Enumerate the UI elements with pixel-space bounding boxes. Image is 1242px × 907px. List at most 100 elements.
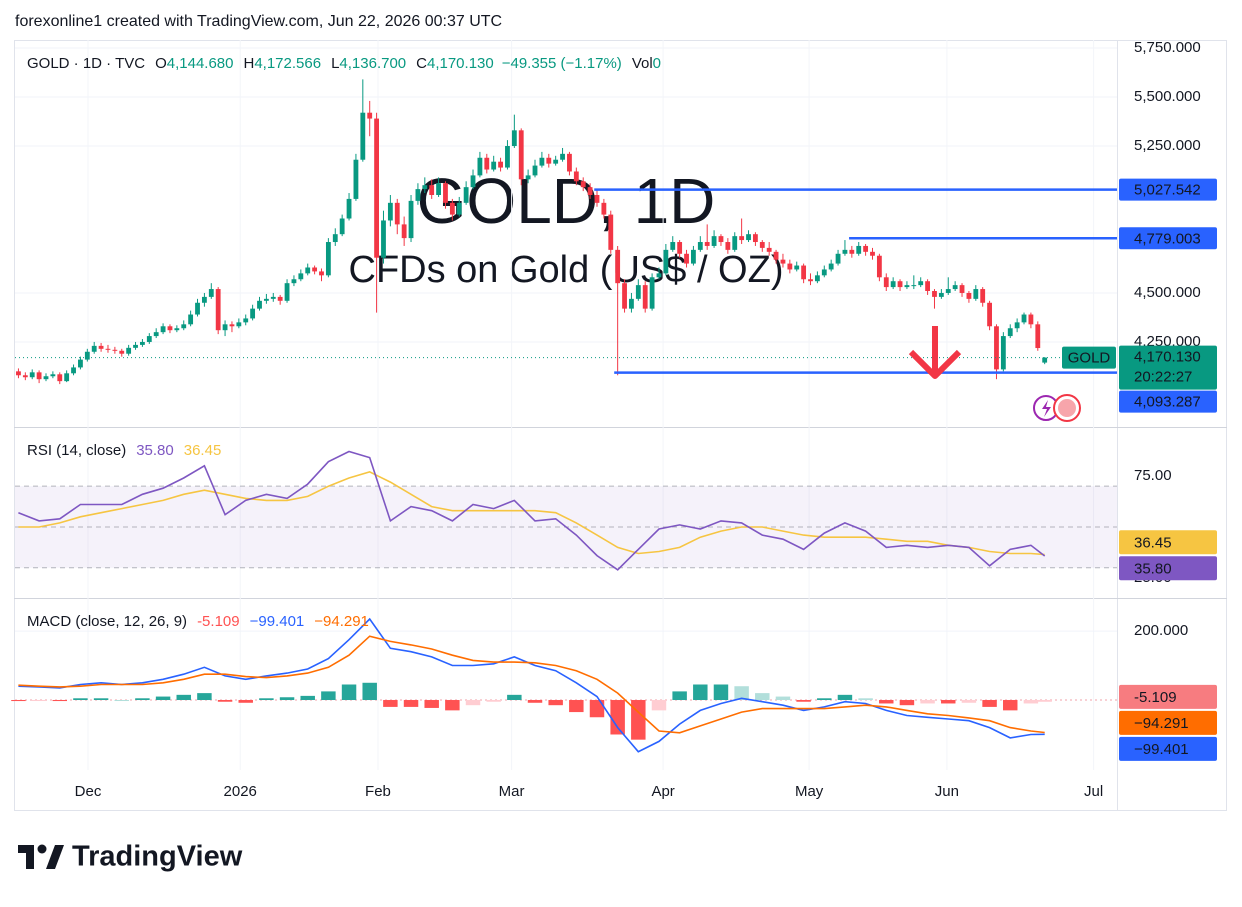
candle-body <box>539 157 545 166</box>
candle-body <box>752 234 758 243</box>
legend-title: MACD (close, 12, 26, 9) <box>27 613 187 630</box>
candle-body <box>208 289 214 297</box>
candle-body <box>704 242 710 246</box>
level-tag: 4,779.003 <box>1134 230 1201 247</box>
candle-body <box>422 185 428 190</box>
legend-key: O <box>155 55 167 72</box>
histogram-bar <box>31 700 47 702</box>
candle-body <box>876 255 882 278</box>
histogram-bar <box>775 696 791 701</box>
candle-body <box>346 198 352 219</box>
value-tag-bg <box>1119 736 1217 761</box>
last-price-tag: 4,170.130 <box>1134 349 1201 366</box>
histogram-bar <box>858 698 873 701</box>
candle-body <box>491 161 497 170</box>
legend-title: RSI (14, close) <box>27 442 126 459</box>
candle-body <box>312 267 318 272</box>
candle-body <box>201 296 207 303</box>
candle-body <box>656 273 662 278</box>
histogram-bar <box>465 700 481 706</box>
y-tick-label: 75.00 <box>1134 467 1172 484</box>
histogram-bar <box>796 700 811 702</box>
legend-value: −94.291 <box>314 613 369 630</box>
histogram-bar <box>114 700 129 702</box>
x-tick-label: Mar <box>499 783 525 800</box>
candle-body <box>174 328 180 331</box>
candle-body <box>594 194 600 203</box>
histogram-bar <box>672 691 687 701</box>
plot-layer <box>11 79 1117 753</box>
value-tag: −94.291 <box>1134 715 1189 732</box>
candle-body <box>291 279 297 284</box>
level-tag-bg <box>1119 390 1217 413</box>
candle-body <box>746 234 751 241</box>
candle-body <box>222 324 228 331</box>
candle-body <box>1007 328 1013 337</box>
last-price-tag-bg <box>1119 345 1217 390</box>
candle-body <box>863 245 869 252</box>
histogram-bar <box>755 693 770 701</box>
candle-body <box>91 345 97 352</box>
candle-body <box>904 285 910 288</box>
indicator-line <box>18 617 1045 753</box>
candle-body <box>325 242 331 276</box>
candle-body <box>518 130 524 180</box>
candle-body <box>553 159 559 164</box>
candle-body <box>959 285 965 293</box>
indicator-line <box>18 450 1046 571</box>
candle-body <box>1000 336 1006 370</box>
candle-body <box>828 263 834 270</box>
candle-body <box>257 300 262 309</box>
candle-body <box>387 202 393 221</box>
candle-body <box>622 283 627 309</box>
histogram-bar <box>610 700 625 735</box>
candle-body <box>374 118 380 258</box>
candle-body <box>270 296 276 299</box>
candle-body <box>629 298 634 309</box>
candle-body <box>677 242 683 254</box>
legend-value: 36.45 <box>184 442 222 459</box>
candle-body <box>505 146 510 168</box>
legend-value: 4,136.700 <box>339 55 406 72</box>
legend-key: Vol <box>632 55 653 72</box>
candle-body <box>718 236 724 243</box>
candle-body <box>1014 322 1020 329</box>
overlay-layer: TradingView 5,750.000 5,500.000 5,250.000 4… <box>18 39 1217 873</box>
value-tag-bg <box>1119 530 1217 555</box>
candle-body <box>215 289 221 331</box>
histogram-bar <box>982 700 997 707</box>
candle-body <box>394 202 400 225</box>
legend-value: −99.401 <box>250 613 305 630</box>
legend: GOLD · 1D · TVC O4,144.680 H4,172.566 L4,13… <box>27 55 661 72</box>
candle-body <box>897 281 903 288</box>
candle-body <box>1021 314 1027 323</box>
candle-body <box>188 314 194 325</box>
value-tag: 35.80 <box>1134 560 1172 577</box>
candle-body <box>415 189 421 201</box>
candle-body <box>401 224 407 239</box>
candle-body <box>952 285 958 290</box>
candle-body <box>932 291 937 297</box>
histogram-bar <box>52 700 68 702</box>
candle-body <box>98 345 104 349</box>
candle-body <box>305 267 311 274</box>
country-icon-flag <box>1058 399 1076 417</box>
candle-body <box>119 350 125 354</box>
candle-body <box>167 326 173 331</box>
candle-body <box>277 296 283 301</box>
watermark: GOLD, 1D <box>417 165 716 237</box>
x-tick-label: Dec <box>75 783 102 800</box>
candle-body <box>140 341 145 345</box>
value-tag: −99.401 <box>1134 741 1189 758</box>
histogram-bar <box>259 698 274 701</box>
histogram-bar <box>321 691 336 701</box>
candle-body <box>980 289 986 303</box>
value-tag-bg <box>1119 684 1217 709</box>
candle-body <box>133 344 138 348</box>
candle-body <box>146 336 152 342</box>
legend-key: L <box>331 55 339 72</box>
y-tick-label: 200.000 <box>1134 622 1188 639</box>
logo-shape <box>46 845 64 869</box>
candle-body <box>945 289 951 293</box>
candle-body <box>284 283 290 301</box>
